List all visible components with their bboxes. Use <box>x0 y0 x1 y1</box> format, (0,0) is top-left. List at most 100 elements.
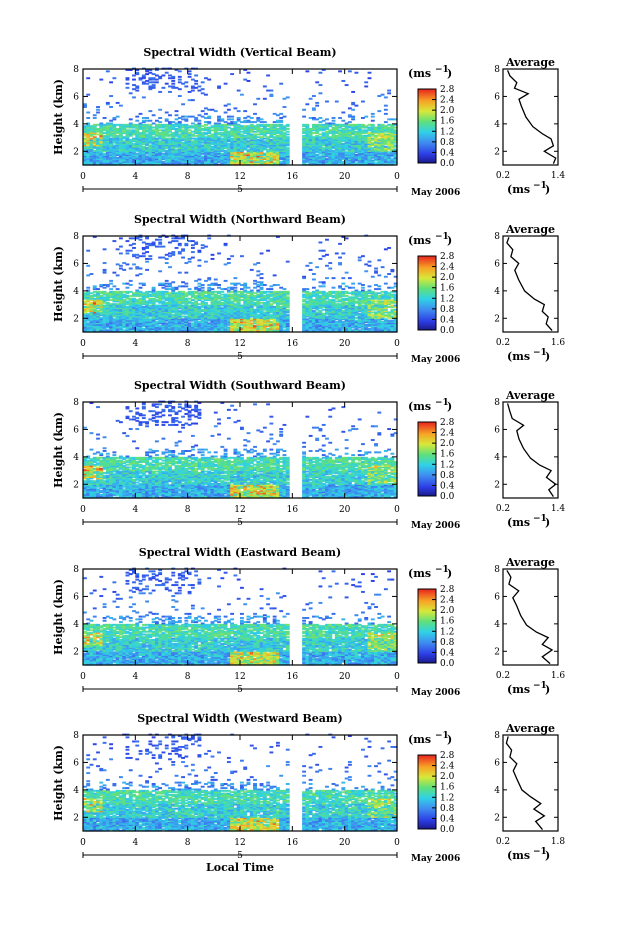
heatmap-cell <box>243 140 248 143</box>
heatmap-cell <box>171 85 176 88</box>
heatmap-cell <box>89 296 94 299</box>
heatmap-cell <box>168 307 172 310</box>
heatmap-cell <box>115 299 120 302</box>
heatmap-cell <box>177 145 182 148</box>
heatmap-cell <box>115 140 120 143</box>
heatmap-cell <box>118 307 123 310</box>
heatmap-cell <box>128 151 133 154</box>
heatmap-cell <box>177 70 182 73</box>
heatmap-cell <box>243 152 248 155</box>
heatmap-cell <box>223 125 228 128</box>
heatmap-cell <box>181 103 185 106</box>
heatmap-cell <box>341 154 346 156</box>
heatmap-cell <box>249 134 254 137</box>
heatmap-cell <box>181 325 185 328</box>
heatmap-cell <box>217 119 221 122</box>
heatmap-cell <box>262 154 267 156</box>
heatmap-cell <box>181 123 185 126</box>
heatmap-cell <box>347 160 352 163</box>
heatmap-cell <box>331 152 336 155</box>
heatmap-cell <box>383 125 388 128</box>
heatmap-cell <box>83 103 87 106</box>
heatmap-cell <box>135 236 140 238</box>
heatmap-cell <box>158 159 163 162</box>
heatmap-cell <box>370 132 375 135</box>
heatmap-cell <box>325 118 329 121</box>
heatmap-cell <box>161 130 166 133</box>
heatmap-cell <box>282 106 287 108</box>
heatmap-cell <box>99 129 104 132</box>
heatmap-cell <box>148 305 153 308</box>
heatmap-cell <box>262 284 267 286</box>
heatmap-cell <box>354 159 359 162</box>
heatmap-cell <box>374 156 378 159</box>
heatmap-cell <box>99 134 104 137</box>
heatmap-cell <box>374 151 378 154</box>
heatmap-cell <box>256 129 261 132</box>
heatmap-cell <box>118 138 123 141</box>
heatmap-cell <box>354 145 359 148</box>
heatmap-cell <box>187 156 192 159</box>
heatmap-cell <box>266 132 271 135</box>
heatmap-cell <box>249 268 254 271</box>
heatmap-cell <box>135 305 140 308</box>
heatmap-cell <box>285 149 290 152</box>
heatmap-cell <box>171 293 176 296</box>
heatmap-cell <box>112 149 117 152</box>
heatmap-cell <box>338 136 342 139</box>
heatmap-cell <box>174 288 179 291</box>
heatmap-cell <box>105 321 110 323</box>
heatmap-cell <box>194 117 199 119</box>
heatmap-cell <box>168 301 172 304</box>
heatmap-cell <box>158 156 163 159</box>
heatmap-cell <box>148 69 153 71</box>
heatmap-cell <box>347 133 352 136</box>
heatmap-cell <box>282 149 287 152</box>
heatmap-cell <box>357 148 362 151</box>
heatmap-cell <box>171 303 176 306</box>
heatmap-cell <box>240 121 244 124</box>
heatmap-cell <box>341 160 346 163</box>
heatmap-cell <box>190 151 195 154</box>
heatmap-cell <box>96 321 100 323</box>
heatmap-cell <box>377 127 382 130</box>
heatmap-cell <box>357 129 362 132</box>
heatmap-cell <box>168 85 172 88</box>
heatmap-cell <box>334 143 339 146</box>
heatmap-cell <box>171 319 176 322</box>
heatmap-cell <box>236 143 241 146</box>
heatmap-cell <box>204 140 208 143</box>
heatmap-cell <box>164 143 169 146</box>
heatmap-cell <box>204 310 208 313</box>
heatmap-cell <box>141 310 146 313</box>
heatmap-cell <box>249 130 254 133</box>
heatmap-cell <box>207 126 212 129</box>
heatmap-cell <box>272 151 277 154</box>
heatmap-cell <box>253 145 257 148</box>
heatmap-cell <box>83 106 87 108</box>
heatmap-cell <box>115 310 120 313</box>
heatmap-cell <box>158 311 163 314</box>
heatmap-cell <box>132 126 136 129</box>
heatmap-cell <box>177 310 182 313</box>
heatmap-cell <box>282 140 287 143</box>
heatmap-cell <box>190 140 195 143</box>
heatmap-cell <box>171 251 176 254</box>
heatmap-cell <box>275 284 280 286</box>
heatmap-cell <box>161 308 166 311</box>
heatmap-cell <box>187 301 192 304</box>
heatmap-cell <box>204 117 208 119</box>
heatmap-cell <box>154 133 159 136</box>
heatmap-cell <box>383 154 388 156</box>
heatmap-cell <box>243 110 248 113</box>
heatmap-cell <box>109 132 114 135</box>
heatmap-cell <box>204 149 208 152</box>
heatmap-cell <box>164 282 169 285</box>
heatmap-cell <box>125 314 130 317</box>
heatmap-cell <box>393 162 398 165</box>
heatmap-cell <box>141 293 146 296</box>
heatmap-cell <box>302 154 307 156</box>
heatmap-cell <box>380 149 385 152</box>
heatmap-cell <box>341 145 346 148</box>
heatmap-cell <box>249 123 254 126</box>
